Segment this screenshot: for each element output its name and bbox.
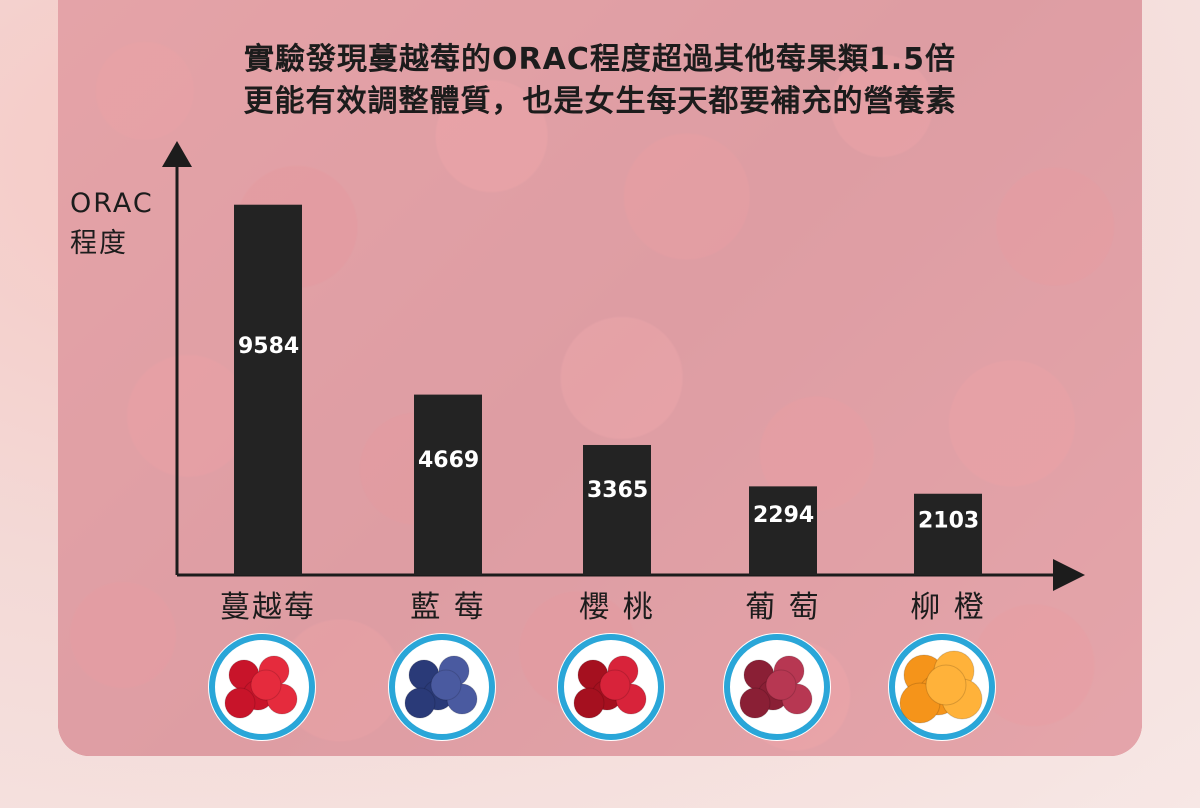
fruit-piece: [250, 669, 282, 701]
orange-icon: [888, 633, 996, 741]
chart-background-panel: [58, 0, 1142, 756]
y-axis-label-line-2: 程度: [70, 228, 128, 259]
cherry-icon: [557, 633, 665, 741]
category-labels: 蔓越莓 藍 莓 櫻 桃 葡 萄 柳 橙: [220, 590, 986, 625]
icon-ring: [724, 634, 830, 740]
x-axis-arrow-icon: [1053, 559, 1085, 591]
fruit-piece: [430, 669, 462, 701]
category-label-4: 柳 橙: [910, 590, 986, 625]
fruit-piece: [224, 687, 256, 719]
fruit-piece: [573, 687, 605, 719]
bar-value-label-3: 2294: [753, 503, 814, 528]
bar-value-label-0: 9584: [238, 334, 299, 359]
blueberry-icon: [388, 633, 496, 741]
bar-1: [414, 394, 482, 575]
fruit-piece: [739, 687, 771, 719]
icon-ring: [389, 634, 495, 740]
bar-3: [749, 486, 817, 575]
y-axis-label: ORAC 程度: [70, 188, 154, 259]
bar-4: [914, 493, 982, 575]
icon-ring: [889, 634, 995, 740]
chart-title-line-2: 更能有效調整體質，也是女生每天都要補充的營養素: [243, 84, 957, 119]
category-label-3: 葡 萄: [745, 590, 821, 625]
chart-title-line-1: 實驗發現蔓越莓的ORAC程度超過其他莓果類1.5倍: [244, 42, 956, 77]
category-label-2: 櫻 桃: [579, 590, 655, 625]
cranberry-icon: [208, 633, 316, 741]
fruit-icons: [208, 633, 996, 741]
fruit-piece: [599, 669, 631, 701]
bar-value-label-4: 2103: [918, 509, 979, 534]
fruit-piece: [404, 687, 436, 719]
bar-0: [234, 204, 302, 575]
fruit-piece: [765, 669, 797, 701]
icon-ring: [558, 634, 664, 740]
bars-group: 9584 4669 3365 2294 2103: [234, 204, 982, 575]
bar-value-label-2: 3365: [587, 478, 648, 503]
grape-icon: [723, 633, 831, 741]
y-axis-arrow-icon: [162, 141, 192, 167]
fruit-piece: [925, 664, 967, 706]
bar-2: [583, 444, 651, 575]
bar-value-label-1: 4669: [418, 448, 479, 473]
category-label-0: 蔓越莓: [220, 590, 316, 625]
category-label-1: 藍 莓: [410, 590, 486, 625]
icon-ring: [209, 634, 315, 740]
y-axis-label-line-1: ORAC: [70, 188, 154, 219]
